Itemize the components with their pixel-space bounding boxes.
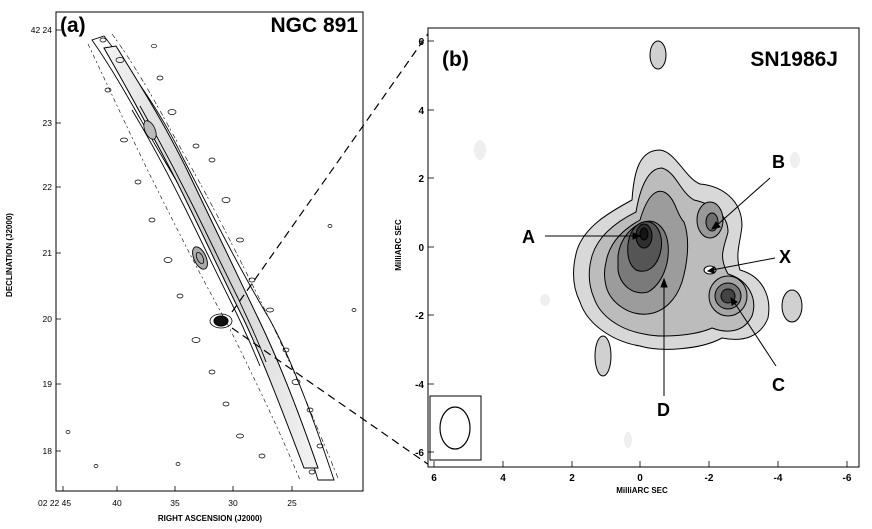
panel-a-xtick-1: 40 bbox=[112, 498, 122, 508]
blob-left bbox=[594, 335, 612, 377]
panel-b-ylabel: MilliARC SEC bbox=[394, 219, 403, 271]
beam-box bbox=[429, 395, 482, 461]
label-c: C bbox=[772, 375, 785, 395]
panel-a-ytick-4: 20 bbox=[43, 314, 53, 324]
panel-a-xtick-4: 25 bbox=[287, 498, 297, 508]
zoom-connector bbox=[231, 27, 433, 468]
panel-b-ytick-0: 6 bbox=[418, 37, 424, 48]
panel-b-ytick-6: -6 bbox=[415, 448, 424, 459]
panel-a-xtick-3: 30 bbox=[228, 498, 238, 508]
label-a: A bbox=[522, 227, 535, 247]
panel-a-ytick-3: 21 bbox=[43, 248, 53, 258]
panel-b-title: SN1986J bbox=[750, 48, 838, 71]
panel-a-xlabel: RIGHT ASCENSION (J2000) bbox=[158, 514, 263, 523]
panel-a-ytick-6: 18 bbox=[43, 446, 53, 456]
source-contours bbox=[573, 149, 770, 350]
panel-a-xtick-0: 02 22 45 bbox=[38, 498, 71, 508]
sn1986j-source bbox=[213, 315, 229, 327]
panel-a-frame bbox=[55, 11, 364, 492]
panel-b-xtick-5: -4 bbox=[774, 473, 783, 484]
panel-a-ytick-1: 23 bbox=[43, 118, 53, 128]
beam-ellipse bbox=[439, 406, 471, 450]
galaxy-disk bbox=[65, 33, 357, 481]
label-b: B bbox=[772, 152, 785, 172]
panel-b-ytick-1: 4 bbox=[418, 106, 424, 117]
panel-a-ytick-0: 42 24 bbox=[31, 25, 53, 35]
panel-b-xtick-4: -2 bbox=[705, 473, 714, 484]
panel-b-letter: (b) bbox=[442, 48, 469, 71]
panel-b-xtick-0: 6 bbox=[431, 473, 437, 484]
label-d: D bbox=[657, 400, 670, 420]
panel-a-ytick-5: 19 bbox=[43, 379, 53, 389]
panel-a-letter: (a) bbox=[60, 14, 86, 37]
panel-b-xtick-2: 2 bbox=[569, 473, 575, 484]
label-x: X bbox=[779, 247, 791, 267]
panel-a-title: NGC 891 bbox=[270, 14, 358, 37]
panel-b-xlabel: MilliARC SEC bbox=[616, 486, 668, 495]
panel-a-xtick-2: 35 bbox=[170, 498, 180, 508]
blob-right bbox=[781, 289, 803, 323]
panel-b-ytick-3: 0 bbox=[418, 243, 424, 254]
panel-b-xtick-6: -6 bbox=[843, 473, 852, 484]
panel-b-xtick-3: 0 bbox=[637, 473, 643, 484]
panel-b-ytick-2: 2 bbox=[418, 174, 424, 185]
panel-b-ytick-4: -2 bbox=[415, 311, 424, 322]
panel-b: A B X C D (b) SN1986J 6 4 2 0 -2 -4 bbox=[394, 27, 860, 495]
blob-top bbox=[649, 40, 667, 70]
panel-a: (a) NGC 891 02 22 45 40 35 30 25 42 24 2… bbox=[5, 11, 364, 523]
panel-a-ytick-2: 22 bbox=[43, 182, 53, 192]
panel-a-ylabel: DECLINATION (J2000) bbox=[5, 213, 14, 297]
panel-b-ytick-5: -4 bbox=[415, 380, 424, 391]
panel-b-xtick-1: 4 bbox=[500, 473, 506, 484]
